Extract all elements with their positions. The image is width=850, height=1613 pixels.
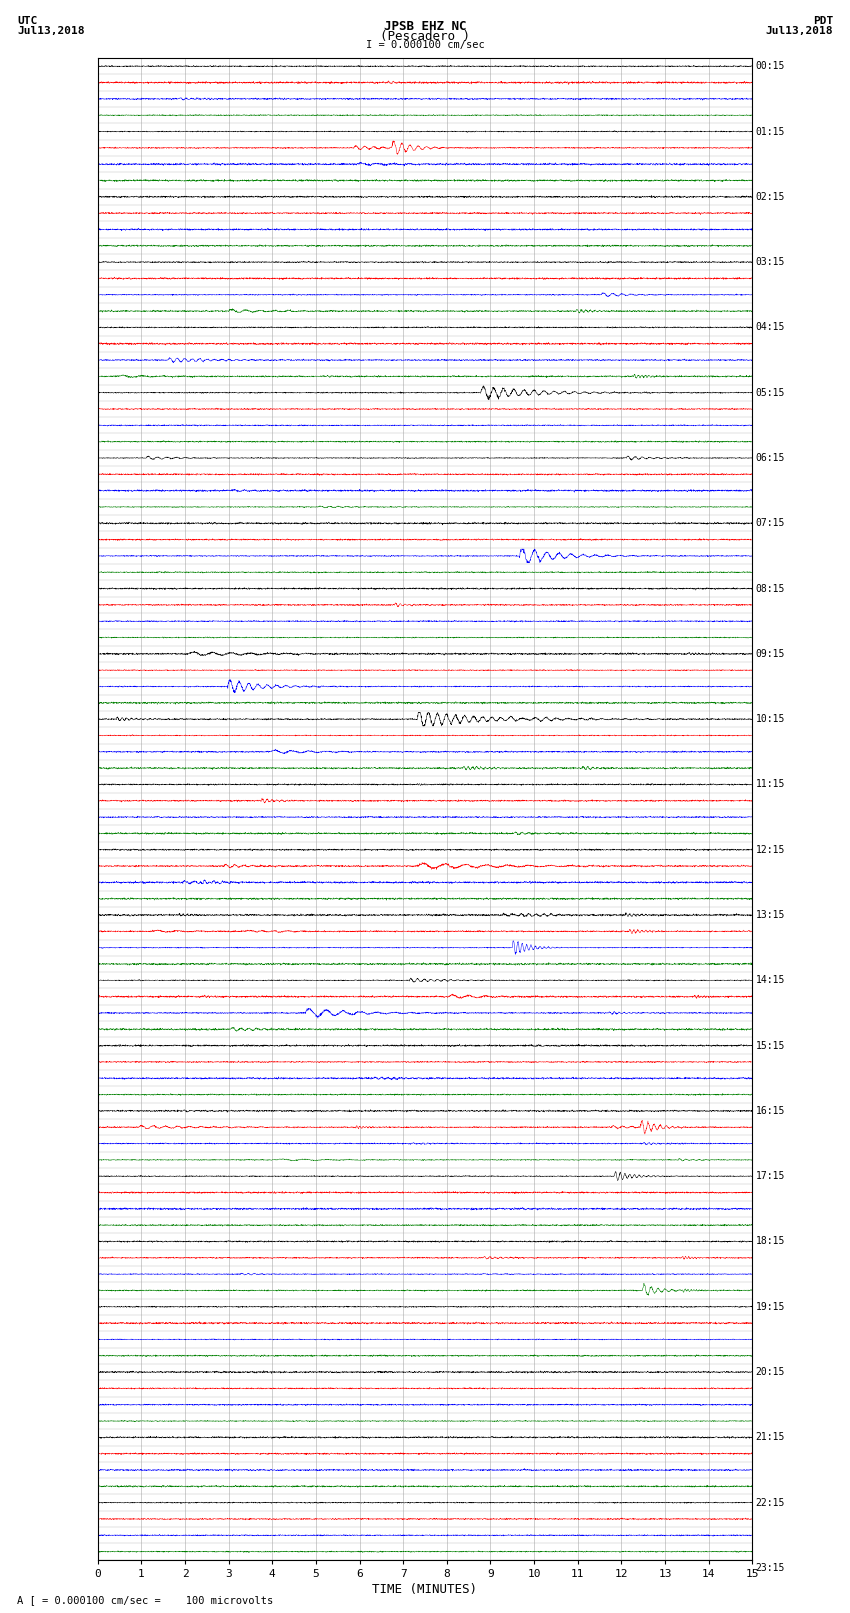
Text: JPSB EHZ NC: JPSB EHZ NC [383,19,467,34]
Text: 02:15: 02:15 [756,192,785,202]
Text: UTC: UTC [17,16,37,26]
Text: 08:15: 08:15 [756,584,785,594]
Text: 19:15: 19:15 [756,1302,785,1311]
Text: 21:15: 21:15 [756,1432,785,1442]
Text: 05:15: 05:15 [756,387,785,398]
Text: 20:15: 20:15 [756,1368,785,1378]
Text: 09:15: 09:15 [756,648,785,658]
Text: 01:15: 01:15 [756,126,785,137]
Text: A [ = 0.000100 cm/sec =    100 microvolts: A [ = 0.000100 cm/sec = 100 microvolts [17,1595,273,1605]
Text: 22:15: 22:15 [756,1497,785,1508]
Text: 15:15: 15:15 [756,1040,785,1050]
Text: I = 0.000100 cm/sec: I = 0.000100 cm/sec [366,39,484,50]
Text: 00:15: 00:15 [756,61,785,71]
X-axis label: TIME (MINUTES): TIME (MINUTES) [372,1582,478,1595]
Text: 10:15: 10:15 [756,715,785,724]
Text: 13:15: 13:15 [756,910,785,919]
Text: 06:15: 06:15 [756,453,785,463]
Text: 17:15: 17:15 [756,1171,785,1181]
Text: PDT: PDT [813,16,833,26]
Text: 23:15: 23:15 [756,1563,785,1573]
Text: 14:15: 14:15 [756,976,785,986]
Text: 04:15: 04:15 [756,323,785,332]
Text: (Pescadero ): (Pescadero ) [380,31,470,44]
Text: 11:15: 11:15 [756,779,785,789]
Text: 07:15: 07:15 [756,518,785,529]
Text: 03:15: 03:15 [756,256,785,268]
Text: 12:15: 12:15 [756,845,785,855]
Text: 16:15: 16:15 [756,1107,785,1116]
Text: Jul13,2018: Jul13,2018 [766,26,833,35]
Text: 18:15: 18:15 [756,1237,785,1247]
Text: Jul13,2018: Jul13,2018 [17,26,84,35]
